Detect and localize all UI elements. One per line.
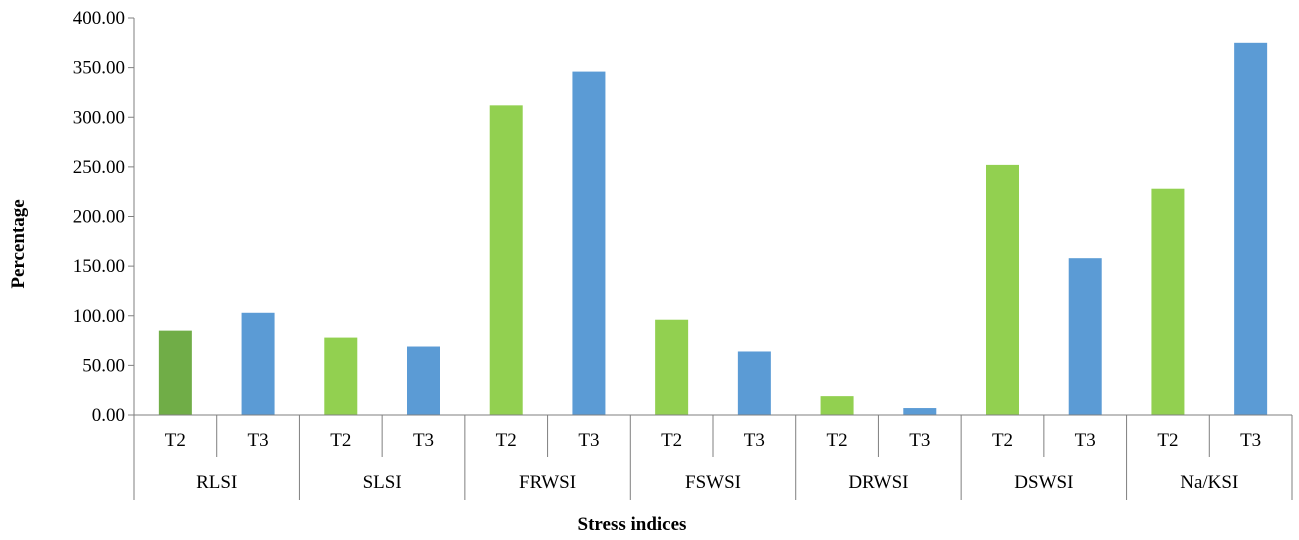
x-sub-label: T3 (1240, 430, 1261, 451)
x-sub-label: T3 (578, 430, 599, 451)
y-axis-title: Percentage (8, 199, 29, 288)
y-tick-label: 200.00 (73, 207, 125, 228)
bar-drwsi-t3 (903, 408, 937, 415)
bar-naksi-t3 (1234, 42, 1268, 415)
x-sub-label: T2 (330, 430, 351, 451)
x-group-label: DSWSI (1014, 472, 1073, 493)
y-tick-label: 350.00 (73, 58, 125, 79)
y-tick-label: 250.00 (73, 157, 125, 178)
bar-rlsi-t2 (158, 330, 192, 415)
bar-dswsi-t3 (1068, 258, 1102, 415)
y-axis-ticks: 0.00 50.00 100.00 150.00 200.00 250.00 300.00 3… (73, 8, 135, 426)
bar-slsi-t3 (407, 346, 440, 415)
x-group-label: FSWSI (685, 472, 741, 493)
bar-slsi-t2 (324, 337, 358, 415)
x-group-label: DRWSI (848, 472, 908, 493)
x-sub-label: T3 (248, 430, 269, 451)
bar-fswsi-t2 (655, 319, 689, 415)
bar-frwsi-t2 (489, 105, 523, 415)
x-sub-label: T2 (992, 430, 1013, 451)
bar-dswsi-t2 (986, 164, 1019, 415)
y-tick-label: 150.00 (73, 256, 125, 277)
bars (158, 42, 1268, 415)
x-sub-label: T3 (744, 430, 765, 451)
y-tick-label: 300.00 (73, 107, 125, 128)
x-group-label: FRWSI (519, 472, 576, 493)
x-group-label: SLSI (363, 472, 402, 493)
y-tick-label: 100.00 (73, 306, 125, 327)
y-tick-label: 0.00 (92, 405, 125, 426)
x-sub-label: T2 (827, 430, 848, 451)
bar-naksi-t2 (1151, 188, 1185, 415)
x-sub-label: T3 (413, 430, 434, 451)
bar-rlsi-t3 (241, 312, 275, 415)
x-sub-label: T2 (496, 430, 517, 451)
y-tick-label: 400.00 (73, 8, 125, 29)
x-sub-label: T2 (165, 430, 186, 451)
y-tick-label: 50.00 (82, 355, 125, 376)
bar-fswsi-t3 (737, 351, 771, 415)
x-sub-label: T3 (1075, 430, 1096, 451)
x-sub-label: T2 (1157, 430, 1178, 451)
x-sub-label: T2 (661, 430, 682, 451)
x-sub-label: T3 (909, 430, 930, 451)
x-axis-title: Stress indices (578, 514, 687, 535)
x-group-label: RLSI (196, 472, 237, 493)
x-group-label: Na/KSI (1180, 472, 1238, 493)
bar-frwsi-t3 (572, 71, 606, 415)
bar-drwsi-t2 (820, 396, 854, 415)
